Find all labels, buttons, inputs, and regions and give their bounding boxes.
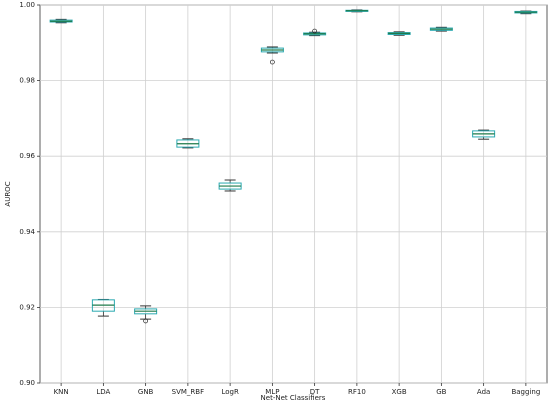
x-tick-label: Ada: [477, 388, 490, 396]
x-tick-label: DT: [310, 388, 320, 396]
x-axis-label: Net-Net Classifiers: [261, 394, 326, 402]
y-tick-label: 0.92: [19, 303, 35, 311]
x-tick-label: Bagging: [511, 388, 540, 396]
x-tick-label: SVM_RBF: [172, 388, 204, 396]
x-tick-label: LogR: [221, 388, 239, 396]
y-tick-label: 1.00: [19, 1, 35, 9]
y-axis-label: AUROC: [4, 181, 12, 206]
outlier: [270, 59, 275, 65]
x-tick-label: LDA: [96, 388, 110, 396]
x-tick-label: GNB: [138, 388, 154, 396]
x-tick-label: GB: [436, 388, 446, 396]
y-tick-label: 0.94: [19, 228, 35, 236]
plot-frame: [39, 4, 548, 384]
outlier: [312, 28, 317, 34]
outlier: [143, 318, 148, 324]
x-tick-label: MLP: [265, 388, 279, 396]
x-tick-label: KNN: [54, 388, 69, 396]
y-tick-label: 0.90: [19, 379, 35, 387]
x-tick-label: XGB: [392, 388, 407, 396]
y-tick-label: 0.98: [19, 77, 35, 85]
y-tick-label: 0.96: [19, 152, 35, 160]
x-tick-label: RF10: [348, 388, 366, 396]
